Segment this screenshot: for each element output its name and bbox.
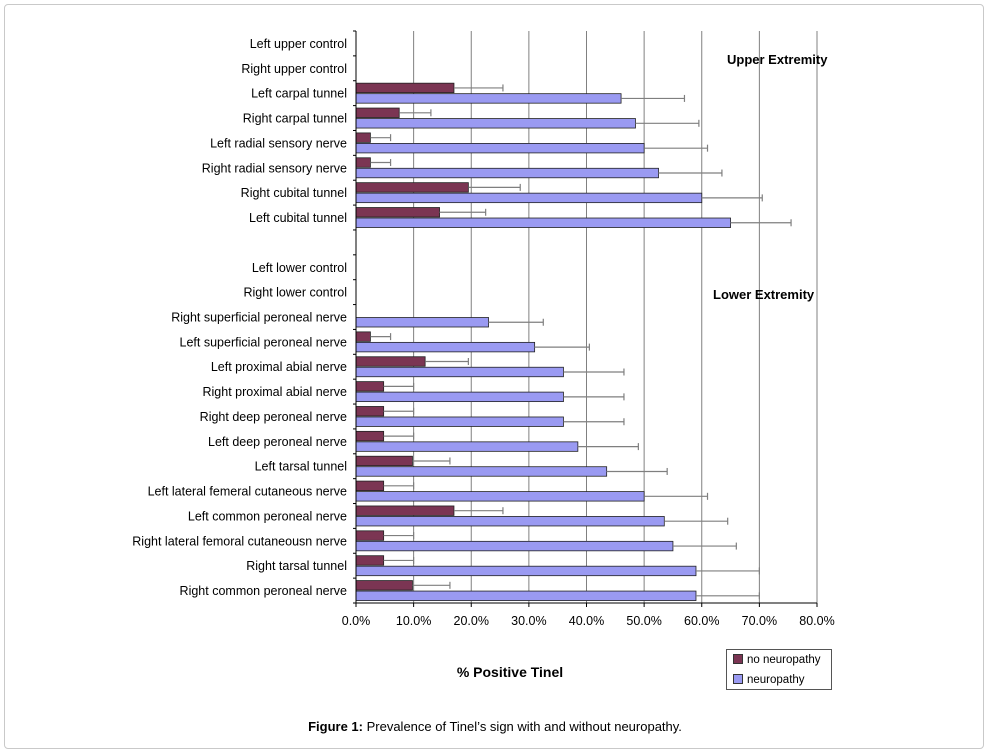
bar-neuropathy xyxy=(355,143,645,154)
category-label: Left radial sensory nerve xyxy=(210,136,347,150)
bar-chart: Left upper control Right upper control Lef… xyxy=(132,30,835,680)
bar-no-neuropathy xyxy=(355,82,455,94)
category-label: Right lateral femoral cutaneousn nerve xyxy=(132,534,347,548)
bar-no-neuropathy xyxy=(355,480,385,491)
error-bars xyxy=(370,84,792,600)
bar-no-neuropathy xyxy=(355,331,371,342)
category-label: Left deep peroneal nerve xyxy=(208,435,347,449)
category-label: Right common peroneal nerve xyxy=(180,584,347,598)
x-tick-label: 40.0% xyxy=(569,614,604,628)
bar-neuropathy xyxy=(355,366,564,378)
bar-no-neuropathy xyxy=(355,505,455,516)
bar-no-neuropathy xyxy=(355,580,413,591)
annotation-upper-extremity: Upper Extremity xyxy=(727,52,828,67)
category-label: Left cubital tunnel xyxy=(249,211,347,225)
bar-neuropathy xyxy=(355,118,636,129)
caption-label: Figure 1: xyxy=(308,719,363,734)
bar-no-neuropathy xyxy=(355,157,371,168)
bar-neuropathy xyxy=(355,491,645,502)
bar-neuropathy xyxy=(355,416,564,427)
category-label: Right superficial peroneal nerve xyxy=(171,311,347,325)
legend-item-neuropathy: neuropathy xyxy=(733,673,805,686)
category-label: Left upper control xyxy=(250,37,347,51)
bar-neuropathy xyxy=(355,441,579,452)
category-labels: Left upper control Right upper control Lef… xyxy=(132,37,347,598)
bar-no-neuropathy xyxy=(355,132,371,143)
x-tick-label: 30.0% xyxy=(511,614,546,628)
legend-label-neuropathy: neuropathy xyxy=(747,674,805,686)
category-label: Left lower control xyxy=(252,261,347,275)
category-label: Right proximal abial nerve xyxy=(202,385,347,399)
category-label: Right upper control xyxy=(241,62,347,76)
bar-no-neuropathy xyxy=(355,406,385,417)
legend-swatch-neuropathy xyxy=(733,673,743,684)
category-label: Right deep peroneal nerve xyxy=(200,410,347,424)
bar-neuropathy xyxy=(355,167,659,179)
bar-neuropathy xyxy=(355,391,564,403)
caption-text: Prevalence of Tinel’s sign with and with… xyxy=(362,719,682,734)
category-label: Left common peroneal nerve xyxy=(188,509,347,523)
bar-neuropathy xyxy=(355,565,697,577)
x-tick-label: 20.0% xyxy=(454,614,489,628)
bar-neuropathy xyxy=(355,590,697,601)
category-label: Left carpal tunnel xyxy=(251,87,347,101)
legend: no neuropathy neuropathy xyxy=(726,649,832,690)
bar-no-neuropathy xyxy=(355,207,440,218)
x-tick-label: 80.0% xyxy=(799,614,834,628)
x-tick-label: 10.0% xyxy=(396,614,431,628)
bar-neuropathy xyxy=(355,317,489,328)
category-label: Left lateral femeral cutaneous nerve xyxy=(148,485,347,499)
bar-no-neuropathy xyxy=(355,530,385,541)
bars xyxy=(355,82,731,601)
x-tick-label: 50.0% xyxy=(626,614,661,628)
category-label: Right tarsal tunnel xyxy=(246,559,347,573)
bar-no-neuropathy xyxy=(355,107,400,118)
category-label: Left proximal abial nerve xyxy=(211,360,347,374)
category-label: Left superficial peroneal nerve xyxy=(180,335,348,349)
legend-swatch-no-neuropathy xyxy=(733,653,743,664)
figure-caption: Figure 1: Prevalence of Tinel’s sign wit… xyxy=(0,719,990,734)
bar-neuropathy xyxy=(355,540,674,552)
x-tick-labels: 0.0% 10.0% 20.0% 30.0% 40.0% 50.0% 60.0% 70.0% 8… xyxy=(342,614,835,628)
x-tick-label: 60.0% xyxy=(684,614,719,628)
category-label: Right lower control xyxy=(243,286,347,300)
bar-no-neuropathy xyxy=(355,555,385,566)
bar-neuropathy xyxy=(355,192,703,204)
bar-neuropathy xyxy=(355,93,622,104)
category-label: Right cubital tunnel xyxy=(241,186,347,200)
legend-label-no-neuropathy: no neuropathy xyxy=(747,654,821,666)
bar-neuropathy xyxy=(355,341,536,353)
x-tick-label: 0.0% xyxy=(342,614,371,628)
axes xyxy=(353,30,818,607)
bar-no-neuropathy xyxy=(355,430,385,442)
category-label: Right radial sensory nerve xyxy=(202,161,347,175)
category-label: Left tarsal tunnel xyxy=(255,460,347,474)
bar-neuropathy xyxy=(355,516,665,527)
figure-frame xyxy=(4,4,984,749)
category-label: Right carpal tunnel xyxy=(243,112,347,126)
bar-no-neuropathy xyxy=(355,356,426,367)
legend-item-no-neuropathy: no neuropathy xyxy=(733,653,821,666)
annotation-lower-extremity: Lower Extremity xyxy=(713,287,815,302)
x-tick-label: 70.0% xyxy=(742,614,777,628)
bar-neuropathy xyxy=(355,217,731,228)
bar-no-neuropathy xyxy=(355,381,385,392)
bar-no-neuropathy xyxy=(355,182,469,193)
bar-no-neuropathy xyxy=(355,455,413,467)
x-axis-title: % Positive Tinel xyxy=(457,664,563,680)
bar-neuropathy xyxy=(355,466,608,477)
